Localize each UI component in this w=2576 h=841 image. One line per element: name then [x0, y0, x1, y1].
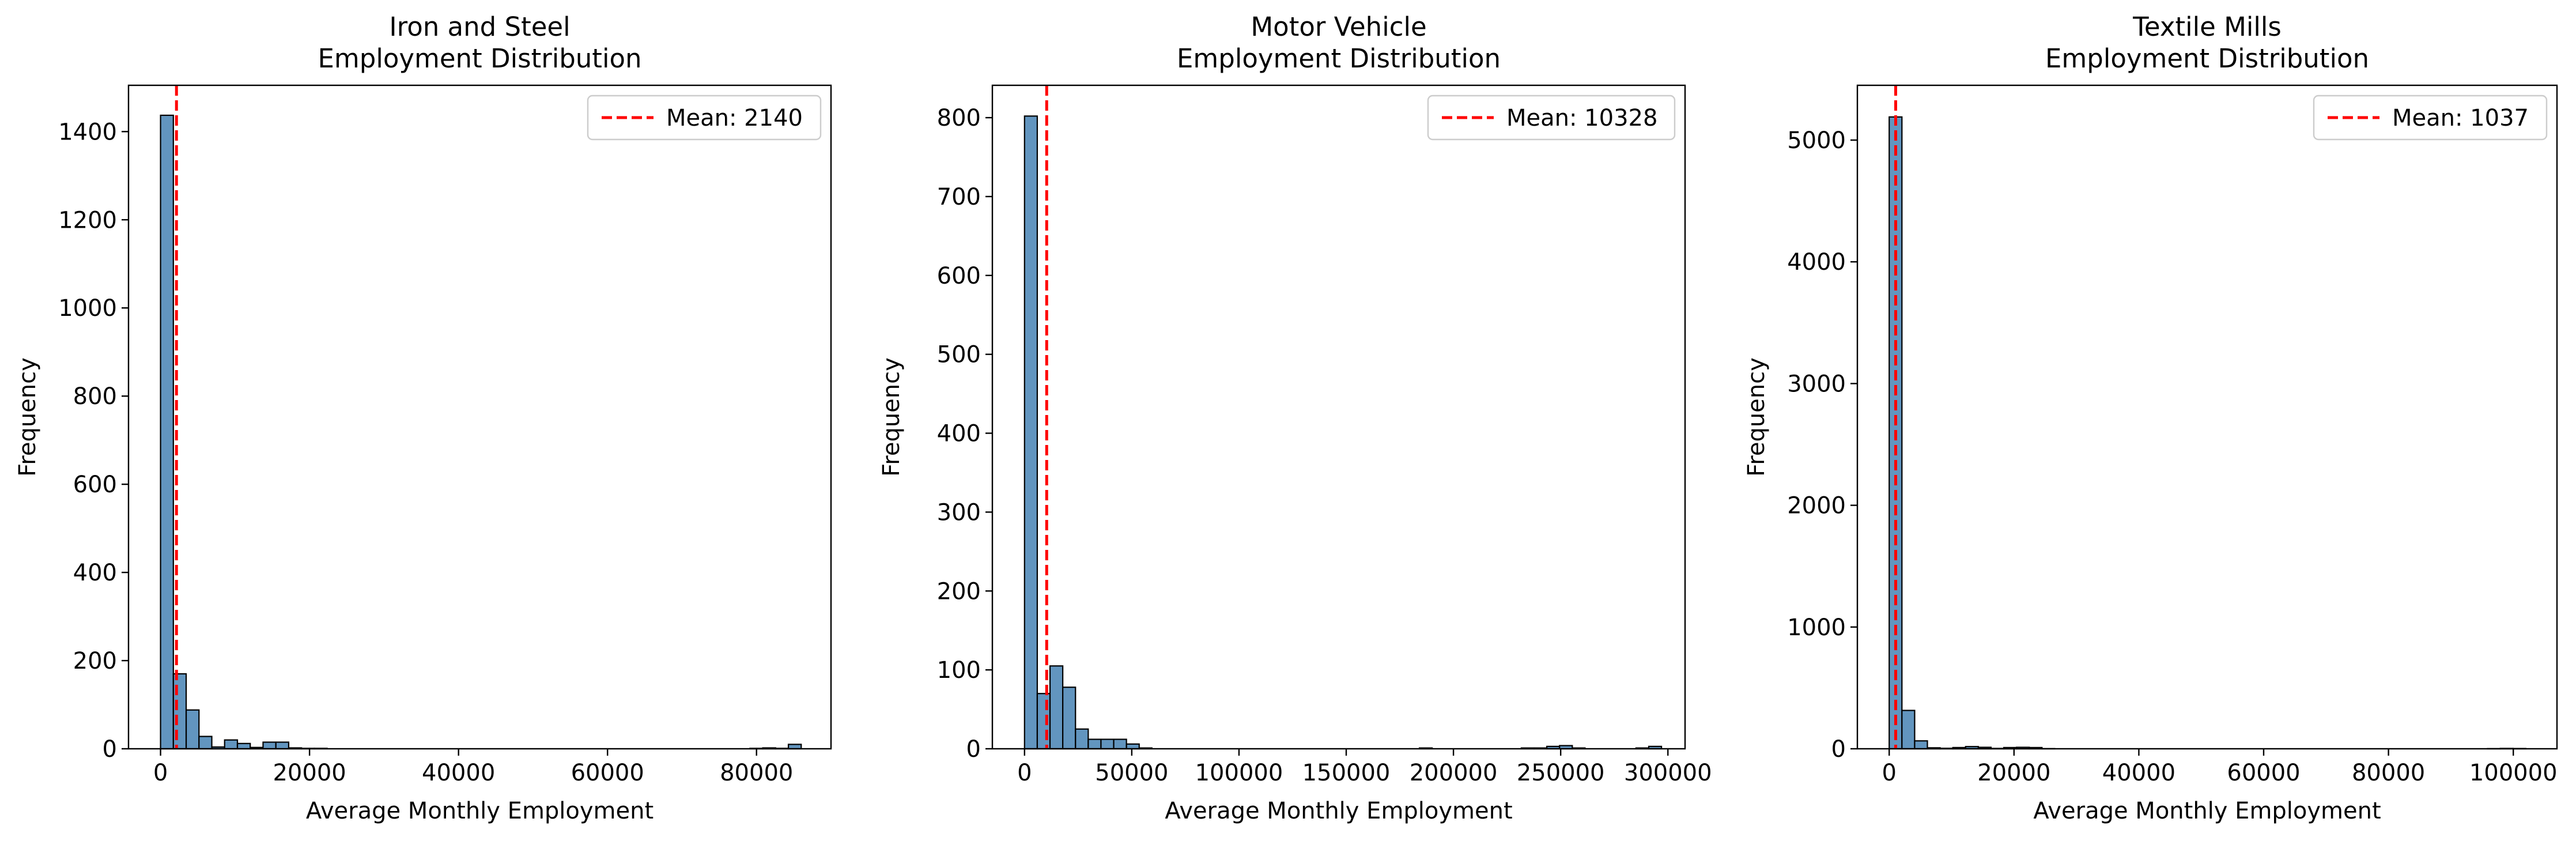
legend: Mean: 1037 — [2313, 95, 2548, 141]
panel-iron-and-steel: Iron and Steel Employment Distribution 0 2… — [14, 12, 832, 824]
x-axis-label: Average Monthly Employment — [2033, 798, 2381, 824]
y-tick-label: 600 — [73, 472, 117, 498]
x-tick-label: 80000 — [2352, 760, 2425, 786]
legend-box — [587, 95, 822, 141]
y-tick-label: 0 — [1831, 736, 1846, 763]
y-ticks: 0 200 400 600 800 1000 1200 1400 — [58, 119, 129, 763]
y-tick-label: 1200 — [58, 207, 117, 233]
y-tick-label: 400 — [937, 421, 981, 447]
x-tick-label: 80000 — [720, 760, 793, 786]
histogram-bar — [236, 742, 251, 750]
x-tick-label: 200000 — [1410, 760, 1498, 786]
y-axis-label: Frequency — [878, 357, 905, 477]
panel-motor-vehicle: Motor Vehicle Employment Distribution 0 10… — [878, 12, 1712, 824]
y-tick-label: 5000 — [1787, 127, 1846, 154]
y-axis-label: Frequency — [14, 357, 41, 477]
histogram-bar — [1100, 738, 1115, 750]
histogram-bar — [1087, 738, 1102, 750]
y-tick-label: 200 — [937, 578, 981, 605]
chart-title: Motor Vehicle Employment Distribution — [1177, 12, 1501, 74]
legend: Mean: 10328 — [1427, 95, 1676, 141]
legend-mean-label: Mean: 10328 — [1506, 105, 1657, 131]
y-tick-label: 1400 — [58, 119, 117, 145]
histogram-bar — [1901, 710, 1916, 750]
plot-frame — [1856, 84, 2558, 750]
chart-title-line: Employment Distribution — [2045, 43, 2369, 74]
panel-textile-mills: Textile Mills Employment Distribution 0 10… — [1743, 12, 2558, 824]
histogram-bars — [1023, 115, 1663, 750]
plot-frame — [127, 84, 832, 750]
chart-title-line: Employment Distribution — [318, 43, 641, 74]
y-tick-label: 0 — [966, 736, 981, 763]
x-tick-label: 100000 — [1195, 760, 1283, 786]
legend: Mean: 2140 — [587, 95, 822, 141]
y-tick-label: 1000 — [1787, 614, 1846, 641]
y-tick-label: 800 — [73, 383, 117, 410]
plot-frame — [991, 84, 1686, 750]
chart-title: Iron and Steel Employment Distribution — [318, 12, 641, 74]
x-tick-label: 100000 — [2469, 760, 2558, 786]
y-tick-label: 600 — [937, 263, 981, 289]
legend-mean-label: Mean: 2140 — [666, 105, 803, 131]
y-tick-label: 500 — [937, 342, 981, 368]
y-ticks: 0 100 200 300 400 500 600 700 800 — [937, 105, 992, 763]
x-ticks: 0 20000 40000 60000 80000 — [153, 749, 793, 786]
x-tick-label: 50000 — [1095, 760, 1168, 786]
y-tick-label: 400 — [73, 560, 117, 586]
x-tick-label: 40000 — [422, 760, 495, 786]
histogram-bar — [224, 739, 239, 750]
y-ticks: 0 1000 2000 3000 4000 5000 — [1787, 127, 1857, 763]
chart-title-line: Textile Mills — [2132, 12, 2282, 42]
y-axis-label: Frequency — [1743, 357, 1770, 477]
x-tick-label: 20000 — [1977, 760, 2050, 786]
legend-box — [1427, 95, 1676, 141]
x-ticks: 0 20000 40000 60000 80000 100000 — [1882, 749, 2558, 786]
x-tick-label: 20000 — [273, 760, 346, 786]
y-tick-label: 0 — [103, 736, 117, 763]
y-tick-label: 800 — [937, 105, 981, 131]
histogram-bar — [1075, 728, 1089, 750]
y-tick-label: 700 — [937, 184, 981, 210]
x-tick-label: 60000 — [571, 760, 644, 786]
y-tick-label: 200 — [73, 648, 117, 674]
y-tick-label: 100 — [937, 657, 981, 684]
x-tick-label: 150000 — [1302, 760, 1391, 786]
chart-title-line: Motor Vehicle — [1251, 12, 1426, 42]
histogram-bar — [1914, 740, 1928, 750]
y-tick-label: 3000 — [1787, 371, 1846, 397]
y-tick-label: 2000 — [1787, 493, 1846, 519]
x-tick-label: 0 — [1882, 760, 1897, 786]
x-tick-label: 40000 — [2102, 760, 2175, 786]
histogram-bars — [160, 114, 802, 750]
legend-mean-label: Mean: 1037 — [2392, 105, 2529, 131]
x-tick-label: 300000 — [1624, 760, 1712, 786]
x-axis-label: Average Monthly Employment — [1165, 798, 1512, 824]
legend-box — [2313, 95, 2548, 141]
chart-title-line: Employment Distribution — [1177, 43, 1501, 74]
histogram-bar — [1125, 743, 1140, 750]
histogram-bar — [198, 736, 213, 750]
x-tick-label: 0 — [1017, 760, 1032, 786]
histogram-bar — [275, 741, 290, 750]
x-ticks: 0 50000 100000 150000 200000 250000 300000 — [1017, 749, 1712, 786]
x-axis-label: Average Monthly Employment — [306, 798, 654, 824]
histogram-bars — [1888, 116, 2526, 750]
y-tick-label: 1000 — [58, 295, 117, 322]
histogram-bar — [185, 709, 200, 750]
y-tick-label: 4000 — [1787, 249, 1846, 276]
histogram-bar — [1049, 665, 1064, 750]
histogram-bar — [1023, 115, 1038, 750]
chart-title-line: Iron and Steel — [389, 12, 570, 42]
x-tick-label: 60000 — [2227, 760, 2300, 786]
histogram-bar — [262, 741, 277, 750]
histogram-bar — [1113, 738, 1127, 750]
histogram-bar — [1062, 687, 1077, 750]
y-tick-label: 300 — [937, 499, 981, 526]
histogram-bar — [160, 114, 174, 750]
x-tick-label: 250000 — [1517, 760, 1605, 786]
x-tick-label: 0 — [153, 760, 168, 786]
chart-title: Textile Mills Employment Distribution — [2045, 12, 2369, 74]
